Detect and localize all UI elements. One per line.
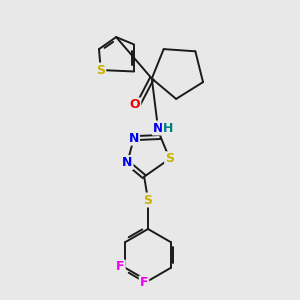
Text: F: F <box>116 260 125 274</box>
Text: S: S <box>143 194 152 206</box>
Text: O: O <box>130 98 140 112</box>
Text: S: S <box>96 64 105 76</box>
Text: N: N <box>129 132 139 145</box>
Text: N: N <box>122 156 133 169</box>
Text: H: H <box>163 122 173 134</box>
Text: F: F <box>140 277 148 290</box>
Text: S: S <box>165 152 174 165</box>
Text: N: N <box>153 122 163 134</box>
